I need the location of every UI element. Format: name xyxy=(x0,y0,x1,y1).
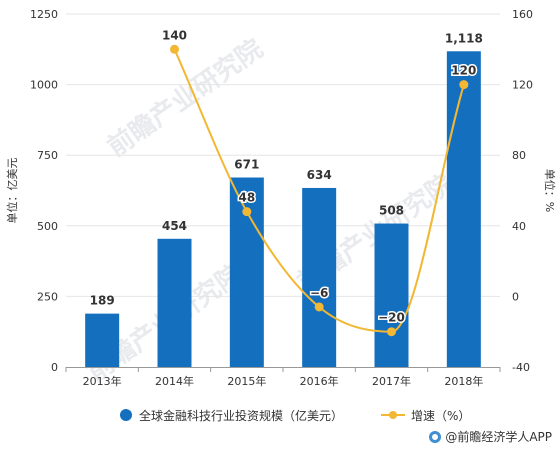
growth-value-label: 48 xyxy=(238,191,255,205)
bar xyxy=(302,187,337,367)
growth-point xyxy=(242,207,252,217)
y-left-axis-label: 单位：亿美元 xyxy=(5,158,19,224)
legend: 全球金融科技行业投资规模（亿美元） 增速（%） xyxy=(120,406,508,424)
growth-point xyxy=(387,327,396,337)
legend-line-swatch xyxy=(381,409,406,421)
y-right-tick-label: 0 xyxy=(512,290,519,303)
bar xyxy=(85,313,120,367)
source-credit: @前瞻经济学人APP xyxy=(429,428,552,445)
y-left-tick-label: 1000 xyxy=(30,79,58,92)
growth-value-label: 120 xyxy=(451,64,476,78)
x-tick-label: 2013年 xyxy=(83,374,122,388)
bar-value-label: 671 xyxy=(234,158,259,172)
x-tick-label: 2016年 xyxy=(300,374,339,388)
legend-item-bar: 全球金融科技行业投资规模（亿美元） xyxy=(120,407,343,424)
x-tick-label: 2018年 xyxy=(444,374,483,388)
legend-bar-swatch xyxy=(120,409,132,421)
y-left-tick-label: 250 xyxy=(37,290,58,303)
bar-value-label: 508 xyxy=(379,204,404,218)
bar-value-label: 634 xyxy=(307,168,332,182)
bar-value-label: 454 xyxy=(162,219,187,233)
line-series xyxy=(170,44,469,337)
watermark-text: 前瞻产业研究院 xyxy=(102,33,269,163)
legend-line-label: 增速（%） xyxy=(411,408,471,423)
y-right-tick-label: 80 xyxy=(512,149,526,162)
growth-value-label: −20 xyxy=(378,311,405,325)
y-left-tick-label: 500 xyxy=(37,220,58,233)
y-right-tick-label: 40 xyxy=(512,220,526,233)
growth-point xyxy=(459,80,469,90)
legend-item-line: 增速（%） xyxy=(381,407,470,424)
bar xyxy=(374,223,409,367)
y-left-tick-label: 1250 xyxy=(30,8,58,21)
y-left-tick-label: 750 xyxy=(37,149,58,162)
y-left-tick-label: 0 xyxy=(51,361,58,374)
y-right-tick-label: 160 xyxy=(512,8,533,21)
x-tick-label: 2014年 xyxy=(155,374,194,388)
growth-point xyxy=(170,44,179,54)
bar xyxy=(157,238,192,367)
x-tick-label: 2015年 xyxy=(227,374,266,388)
bar xyxy=(229,177,264,367)
bar-value-label: 1,118 xyxy=(445,31,483,45)
gridlines xyxy=(66,13,500,297)
growth-value-label: −6 xyxy=(310,286,328,300)
y-right-axis-label: 单位：% xyxy=(543,169,557,212)
x-tick-label: 2017年 xyxy=(372,374,411,388)
axes: 2013年 2014年 2015年 2016年 2017年 2018年 0 250 500 750… xyxy=(5,8,557,388)
source-text: @前瞻经济学人APP xyxy=(445,430,552,444)
bar xyxy=(446,51,481,368)
data-labels: 189 454 671 634 508 1,118 140 48 −6 −20 120 xyxy=(90,27,483,326)
growth-value-label: 140 xyxy=(162,28,187,42)
y-right-tick-label: -40 xyxy=(512,361,530,374)
bar-series xyxy=(85,51,481,368)
brand-logo-icon xyxy=(429,430,442,443)
chart: 前瞻产业研究院前瞻产业研究院前瞻产业研究院 2013年2014年2015年201… xyxy=(5,8,557,388)
y-right-tick-label: 120 xyxy=(512,79,533,92)
bar-value-label: 189 xyxy=(90,294,115,308)
legend-bar-label: 全球金融科技行业投资规模（亿美元） xyxy=(139,408,344,423)
growth-point xyxy=(314,302,324,312)
